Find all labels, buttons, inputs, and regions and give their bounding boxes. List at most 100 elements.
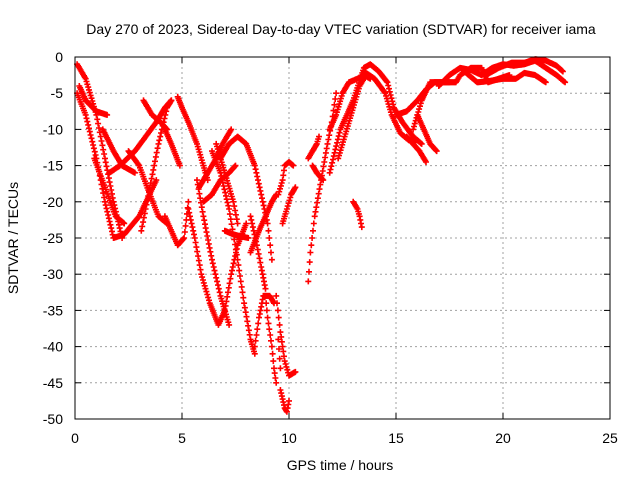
data-point: [87, 132, 94, 138]
data-point: [253, 242, 260, 249]
x-tick-label: 10: [281, 430, 297, 446]
data-point: [226, 211, 233, 218]
data-point: [100, 146, 107, 153]
data-point: [211, 267, 218, 274]
data-point: [292, 368, 299, 375]
data-point: [329, 159, 336, 166]
data-point: [332, 146, 339, 153]
data-point: [267, 242, 274, 249]
data-point: [277, 329, 284, 336]
data-point: [205, 294, 212, 301]
data-point: [253, 169, 260, 176]
data-point: [446, 79, 453, 86]
data-point: [433, 148, 440, 155]
data-point: [257, 259, 264, 266]
data-point: [259, 198, 266, 205]
y-tick-label: -35: [43, 302, 63, 318]
data-point: [269, 350, 276, 357]
data-point: [283, 206, 290, 212]
data-point: [387, 92, 394, 98]
data-point: [101, 194, 108, 201]
data-point: [232, 162, 239, 169]
data-point: [276, 355, 283, 362]
data-point: [277, 182, 284, 189]
data-point: [360, 75, 367, 82]
data-point: [274, 300, 280, 307]
data-series-arc-38: [403, 133, 429, 165]
series-group: [74, 56, 569, 415]
data-point: [542, 79, 549, 86]
data-point: [410, 126, 417, 133]
data-point: [268, 337, 274, 344]
y-ticks: 0 -5 -10 -15 -20 -25 -30 -35 -40 -45 -50: [43, 49, 610, 427]
data-point: [283, 363, 290, 370]
data-series-arc-2: [74, 90, 160, 241]
data-point: [336, 129, 343, 136]
data-point: [333, 90, 340, 97]
data-point: [84, 118, 91, 125]
data-point: [326, 132, 333, 139]
data-point: [257, 187, 264, 194]
y-tick-label: -20: [43, 194, 63, 210]
data-point: [231, 203, 238, 210]
chart-title: Day 270 of 2023, Sidereal Day-to-day VTE…: [86, 21, 596, 37]
data-point: [156, 137, 163, 144]
data-series-arc-24: [262, 292, 280, 386]
data-point: [146, 184, 153, 191]
data-series-arc-4: [91, 155, 128, 227]
data-series-arc-3: [76, 83, 111, 118]
data-point: [215, 285, 222, 292]
data-point: [162, 111, 169, 118]
data-point: [414, 137, 421, 144]
data-point: [199, 274, 206, 281]
data-point: [139, 223, 146, 230]
data-point: [275, 191, 282, 198]
data-point: [153, 177, 160, 184]
data-point: [251, 343, 258, 350]
data-point: [292, 184, 299, 191]
x-tick-label: 20: [495, 430, 511, 446]
data-point: [226, 206, 233, 212]
x-tick-label: 25: [602, 430, 618, 446]
data-series-arc-12: [174, 93, 211, 184]
y-tick-label: 0: [55, 49, 63, 65]
data-series-arc-5: [99, 126, 138, 176]
data-point: [270, 358, 277, 365]
data-point: [262, 292, 269, 299]
data-point: [181, 229, 188, 235]
data-point: [131, 169, 138, 176]
data-point: [237, 273, 243, 279]
data-point: [90, 145, 97, 152]
data-point: [310, 227, 316, 234]
data-point: [234, 220, 241, 227]
data-point: [277, 365, 284, 372]
data-point: [158, 130, 164, 136]
data-point: [266, 235, 273, 241]
data-point: [416, 106, 423, 113]
data-point: [213, 274, 220, 281]
data-point: [266, 326, 273, 333]
data-point: [418, 140, 425, 147]
data-point: [358, 224, 365, 231]
data-series-arc-27: [275, 336, 292, 415]
data-series-arc-30: [305, 133, 322, 162]
data-point: [324, 140, 331, 147]
data-point: [423, 159, 429, 165]
data-series-arc-31: [309, 162, 327, 184]
data-series-arc-8: [138, 97, 175, 234]
data-point: [332, 96, 339, 102]
data-point: [232, 246, 239, 253]
data-point: [209, 260, 216, 267]
data-series-arc-28: [279, 184, 299, 227]
data-point: [268, 256, 275, 263]
data-point: [232, 241, 239, 248]
y-tick-label: -10: [43, 121, 63, 137]
x-axis-label: GPS time / hours: [287, 457, 394, 473]
data-point: [307, 249, 314, 256]
data-point: [153, 149, 160, 156]
data-point: [386, 88, 393, 95]
x-tick-label: 15: [388, 430, 404, 446]
data-point: [226, 321, 233, 328]
y-tick-label: -5: [51, 85, 64, 101]
